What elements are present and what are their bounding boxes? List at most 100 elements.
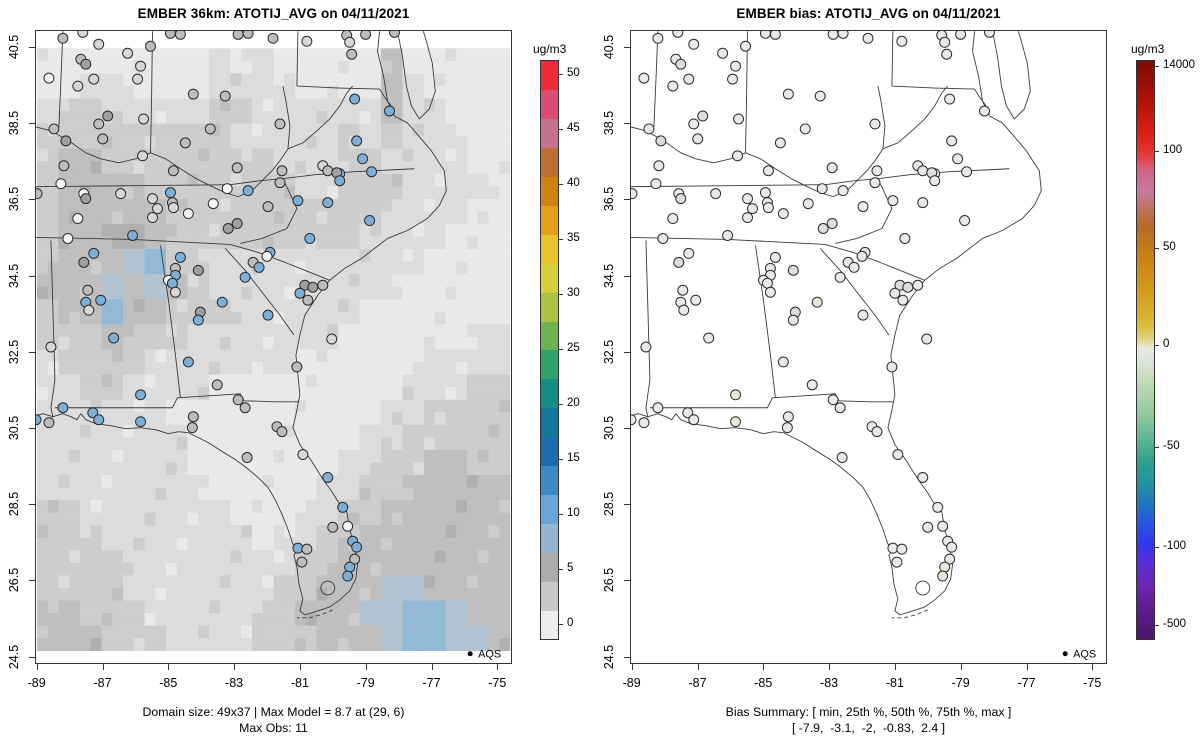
right-map: AQS (630, 30, 1107, 664)
y-axis-tick (624, 47, 630, 48)
station-marker (93, 118, 105, 130)
lake-okeechobee-outline (915, 580, 931, 596)
colorbar-tick (558, 238, 563, 240)
station-marker (135, 416, 147, 428)
y-axis-tick (624, 504, 630, 506)
station-marker (937, 570, 949, 582)
station-marker (342, 520, 354, 532)
station-marker (301, 35, 313, 47)
x-axis-tick-label: -79 (951, 676, 970, 690)
station-marker (231, 218, 243, 229)
colorbar-tick (558, 569, 563, 571)
station-marker (43, 72, 55, 84)
station-marker (346, 48, 358, 60)
colorbar-segment (541, 205, 558, 235)
x-axis-tick-label: -81 (885, 676, 904, 690)
station-marker (135, 60, 147, 72)
station-marker (349, 553, 361, 565)
left-colorbar-unit-label: ug/m3 (533, 42, 567, 56)
station-marker (301, 543, 313, 555)
station-marker (902, 281, 914, 293)
colorbar-segment (541, 263, 558, 293)
colorbar-tick-label: 50 (567, 66, 580, 79)
station-marker (946, 541, 958, 553)
station-marker (678, 304, 690, 316)
station-marker (984, 31, 995, 38)
y-axis-tick-label: 36.5 (7, 187, 21, 212)
station-marker (274, 177, 286, 189)
station-marker (87, 407, 99, 419)
station-marker (857, 309, 869, 321)
florida-keys-line (891, 609, 928, 619)
station-marker (179, 137, 191, 149)
station-marker (135, 389, 147, 401)
station-marker (174, 251, 186, 263)
right-colorbar (1136, 60, 1155, 640)
station-marker (638, 417, 650, 429)
station-marker (817, 223, 829, 234)
y-axis-tick (29, 656, 35, 658)
station-marker (638, 72, 650, 84)
station-marker (48, 123, 60, 135)
colorbar-tick-label: -50 (1163, 440, 1180, 453)
station-marker (912, 279, 924, 291)
station-markers (631, 31, 995, 582)
station-marker (887, 195, 899, 207)
aqs-legend-label: AQS (478, 649, 501, 661)
colorbar-tick-label: 10 (567, 507, 580, 520)
colorbar-tick (558, 403, 563, 405)
station-marker (826, 218, 838, 229)
station-marker (897, 294, 909, 306)
y-axis-tick (29, 580, 35, 582)
station-marker (733, 113, 745, 125)
station-marker (929, 175, 941, 187)
station-marker (697, 110, 709, 122)
colorbar-tick-label: 50 (1163, 241, 1176, 254)
y-axis-tick (624, 656, 630, 658)
station-marker (837, 185, 849, 197)
y-axis-tick-label: 32.5 (602, 339, 616, 364)
station-marker (856, 250, 868, 262)
colorbar-segment (541, 494, 558, 524)
station-marker (941, 48, 953, 60)
x-axis-tick (431, 664, 433, 670)
station-marker (72, 213, 84, 225)
station-marker (917, 197, 929, 209)
station-marker (147, 193, 158, 205)
station-marker (688, 414, 700, 426)
colorbar-tick-label: 30 (567, 286, 580, 299)
station-marker (216, 296, 228, 308)
x-axis-tick-label: -87 (688, 676, 707, 690)
station-marker (782, 88, 794, 100)
x-axis-tick-label: -85 (754, 676, 773, 690)
aqs-legend-dot (1062, 651, 1068, 657)
station-marker (297, 449, 309, 461)
station-marker (769, 31, 781, 40)
station-marker (653, 160, 665, 172)
station-marker (946, 135, 958, 147)
station-marker (922, 521, 934, 533)
y-axis-tick-label: 40.5 (7, 34, 21, 60)
station-marker (307, 281, 319, 293)
colorbar-segment (541, 552, 558, 582)
colorbar-segment (541, 407, 558, 438)
station-marker (211, 379, 223, 391)
y-axis-tick (29, 504, 35, 506)
station-marker (631, 414, 637, 426)
station-marker (221, 183, 233, 195)
station-marker (869, 118, 881, 130)
x-axis-tick-label: -83 (820, 676, 839, 690)
x-axis-tick-label: -85 (159, 676, 178, 690)
station-marker (740, 40, 751, 52)
y-axis-tick-label: 40.5 (602, 34, 616, 60)
station-marker (650, 178, 662, 190)
y-axis-tick-label: 26.5 (7, 568, 21, 593)
station-marker (58, 160, 70, 172)
left-map: AQS (35, 30, 512, 664)
station-marker (869, 177, 881, 189)
station-marker (730, 416, 742, 428)
station-marker (242, 31, 254, 39)
right-colorbar-unit-label: ug/m3 (1131, 42, 1165, 56)
station-marker (811, 296, 823, 308)
station-marker (261, 250, 273, 262)
